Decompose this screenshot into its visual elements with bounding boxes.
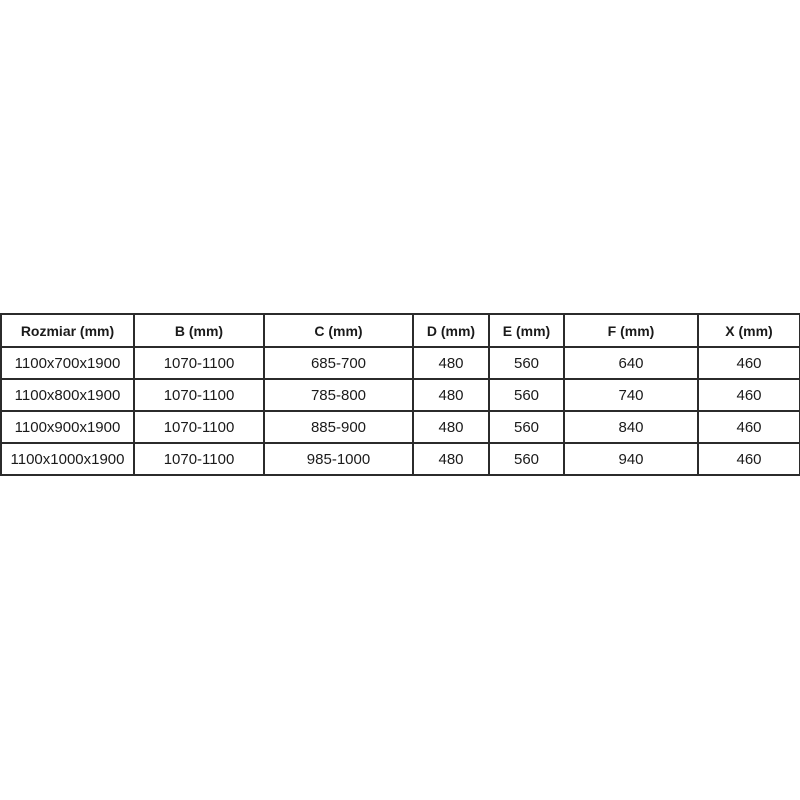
column-header: E (mm) — [488, 313, 565, 348]
column-header: F (mm) — [563, 313, 699, 348]
table-cell: 480 — [412, 378, 490, 412]
table-cell: 1100x800x1900 — [0, 378, 135, 412]
dimensions-table: Rozmiar (mm) B (mm) C (mm) D (mm) E (mm) F (m… — [0, 313, 800, 476]
table-row: 1100x900x1900 1070-1100 885-900 480 560 840 46… — [0, 410, 800, 444]
table-cell: 560 — [488, 410, 565, 444]
table-row: 1100x700x1900 1070-1100 685-700 480 560 640 46… — [0, 346, 800, 380]
table-cell: 1070-1100 — [133, 442, 265, 476]
header-row: Rozmiar (mm) B (mm) C (mm) D (mm) E (mm) F (m… — [0, 313, 800, 348]
table-cell: 460 — [697, 378, 800, 412]
table-cell: 1070-1100 — [133, 410, 265, 444]
table-cell: 480 — [412, 442, 490, 476]
column-header: B (mm) — [133, 313, 265, 348]
table-cell: 740 — [563, 378, 699, 412]
table-row: 1100x800x1900 1070-1100 785-800 480 560 740 46… — [0, 378, 800, 412]
table-cell: 640 — [563, 346, 699, 380]
column-header: Rozmiar (mm) — [0, 313, 135, 348]
table-cell: 460 — [697, 346, 800, 380]
table-cell: 480 — [412, 410, 490, 444]
table-cell: 480 — [412, 346, 490, 380]
table-cell: 1070-1100 — [133, 378, 265, 412]
table-cell: 785-800 — [263, 378, 414, 412]
table-cell: 1070-1100 — [133, 346, 265, 380]
table-cell: 1100x1000x1900 — [0, 442, 135, 476]
table-cell: 460 — [697, 442, 800, 476]
column-header: X (mm) — [697, 313, 800, 348]
table-cell: 885-900 — [263, 410, 414, 444]
column-header: C (mm) — [263, 313, 414, 348]
table-cell: 940 — [563, 442, 699, 476]
table-cell: 560 — [488, 442, 565, 476]
table-row: 1100x1000x1900 1070-1100 985-1000 480 560 940… — [0, 442, 800, 476]
table-cell: 1100x700x1900 — [0, 346, 135, 380]
table-cell: 560 — [488, 346, 565, 380]
table-cell: 985-1000 — [263, 442, 414, 476]
table-cell: 1100x900x1900 — [0, 410, 135, 444]
table-cell: 840 — [563, 410, 699, 444]
table-cell: 560 — [488, 378, 565, 412]
table-cell: 460 — [697, 410, 800, 444]
table-body: 1100x700x1900 1070-1100 685-700 480 560 640 46… — [0, 346, 800, 476]
column-header: D (mm) — [412, 313, 490, 348]
table-cell: 685-700 — [263, 346, 414, 380]
